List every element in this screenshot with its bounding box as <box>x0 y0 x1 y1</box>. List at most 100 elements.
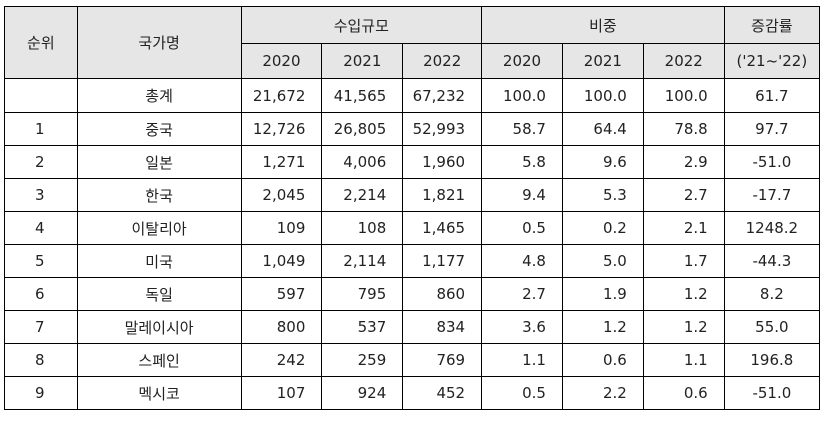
import-scale-cell: 537 <box>321 310 404 344</box>
import-scale-cell: 109 <box>240 211 323 245</box>
rank-cell: 2 <box>4 145 78 179</box>
rank-cell: 1 <box>4 112 78 146</box>
country-cell: 스페인 <box>76 343 242 377</box>
import-scale-cell: 21,672 <box>240 78 323 113</box>
share-header: 비중 <box>481 6 725 44</box>
import-scale-cell: 242 <box>240 343 323 377</box>
change-rate-cell: -51.0 <box>723 145 821 179</box>
import-scale-header: 수입규모 <box>240 6 483 44</box>
table-row: 6 독일 597 795 860 2.7 1.9 1.2 8.2 <box>4 277 821 311</box>
country-cell: 말레이시아 <box>76 310 242 344</box>
share-cell: 0.5 <box>481 376 563 410</box>
table-row: 9 멕시코 107 924 452 0.5 2.2 0.6 -51.0 <box>4 376 821 410</box>
country-cell: 이탈리아 <box>76 211 242 245</box>
share-cell: 58.7 <box>481 112 563 146</box>
change-rate-cell: -44.3 <box>723 244 821 278</box>
import-scale-cell: 795 <box>321 277 404 311</box>
share-cell: 4.8 <box>481 244 563 278</box>
country-cell: 총계 <box>76 78 242 113</box>
share-year-header: 2020 <box>481 43 563 79</box>
share-cell: 0.6 <box>642 376 725 410</box>
import-scale-cell: 41,565 <box>321 78 404 113</box>
rank-cell: 4 <box>4 211 78 245</box>
share-cell: 1.9 <box>561 277 644 311</box>
import-scale-cell: 107 <box>240 376 323 410</box>
scale-year-header: 2021 <box>321 43 404 79</box>
change-rate-cell: 61.7 <box>723 78 821 113</box>
share-cell: 0.5 <box>481 211 563 245</box>
share-cell: 1.1 <box>481 343 563 377</box>
share-cell: 2.7 <box>642 178 725 212</box>
share-cell: 100.0 <box>642 78 725 113</box>
import-scale-cell: 1,271 <box>240 145 323 179</box>
import-scale-cell: 26,805 <box>321 112 404 146</box>
share-cell: 1.2 <box>642 277 725 311</box>
share-cell: 9.6 <box>561 145 644 179</box>
rank-cell: 5 <box>4 244 78 278</box>
table-row: 3 한국 2,045 2,214 1,821 9.4 5.3 2.7 -17.7 <box>4 178 821 212</box>
change-rate-cell: 55.0 <box>723 310 821 344</box>
import-scale-cell: 2,114 <box>321 244 404 278</box>
table-row: 1 중국 12,726 26,805 52,993 58.7 64.4 78.8 97.7 <box>4 112 821 146</box>
import-scale-cell: 860 <box>402 277 483 311</box>
share-cell: 64.4 <box>561 112 644 146</box>
share-cell: 5.0 <box>561 244 644 278</box>
share-year-header: 2022 <box>642 43 725 79</box>
country-cell: 한국 <box>76 178 242 212</box>
share-cell: 5.8 <box>481 145 563 179</box>
import-scale-cell: 2,045 <box>240 178 323 212</box>
import-scale-cell: 1,177 <box>402 244 483 278</box>
share-cell: 5.3 <box>561 178 644 212</box>
change-rate-cell: 8.2 <box>723 277 821 311</box>
import-scale-cell: 924 <box>321 376 404 410</box>
change-rate-header: 증감률 <box>723 6 821 44</box>
table-row: 5 미국 1,049 2,114 1,177 4.8 5.0 1.7 -44.3 <box>4 244 821 278</box>
import-scale-cell: 67,232 <box>402 78 483 113</box>
share-cell: 2.7 <box>481 277 563 311</box>
table-row: 7 말레이시아 800 537 834 3.6 1.2 1.2 55.0 <box>4 310 821 344</box>
rank-cell: 6 <box>4 277 78 311</box>
change-rate-cell: -17.7 <box>723 178 821 212</box>
import-scale-cell: 52,993 <box>402 112 483 146</box>
import-scale-cell: 108 <box>321 211 404 245</box>
import-scale-cell: 12,726 <box>240 112 323 146</box>
scale-year-header: 2022 <box>402 43 483 79</box>
share-cell: 1.7 <box>642 244 725 278</box>
share-cell: 1.2 <box>561 310 644 344</box>
table-header: 순위 국가명 수입규모 비중 증감률 2020 2021 2022 2020 2… <box>4 6 821 79</box>
table-row: 4 이탈리아 109 108 1,465 0.5 0.2 2.1 1248.2 <box>4 211 821 245</box>
import-scale-cell: 769 <box>402 343 483 377</box>
import-scale-cell: 452 <box>402 376 483 410</box>
country-cell: 중국 <box>76 112 242 146</box>
country-cell: 독일 <box>76 277 242 311</box>
import-scale-cell: 1,465 <box>402 211 483 245</box>
share-cell: 0.6 <box>561 343 644 377</box>
change-rate-cell: 196.8 <box>723 343 821 377</box>
table-body: 총계 21,672 41,565 67,232 100.0 100.0 100.0 61.7 1… <box>4 78 821 410</box>
rank-header: 순위 <box>4 6 78 79</box>
import-scale-cell: 2,214 <box>321 178 404 212</box>
share-cell: 100.0 <box>561 78 644 113</box>
rank-cell: 8 <box>4 343 78 377</box>
import-scale-cell: 259 <box>321 343 404 377</box>
share-cell: 2.2 <box>561 376 644 410</box>
import-scale-cell: 1,821 <box>402 178 483 212</box>
import-scale-cell: 4,006 <box>321 145 404 179</box>
rank-cell: 9 <box>4 376 78 410</box>
change-period-header: ('21~'22) <box>723 43 821 79</box>
scale-year-header: 2020 <box>240 43 323 79</box>
import-scale-cell: 834 <box>402 310 483 344</box>
rank-cell <box>4 78 78 113</box>
import-table: 순위 국가명 수입규모 비중 증감률 2020 2021 2022 2020 2… <box>4 6 821 410</box>
import-scale-cell: 1,960 <box>402 145 483 179</box>
share-cell: 3.6 <box>481 310 563 344</box>
rank-cell: 3 <box>4 178 78 212</box>
share-cell: 1.1 <box>642 343 725 377</box>
share-year-header: 2021 <box>561 43 644 79</box>
share-cell: 2.9 <box>642 145 725 179</box>
table-row: 2 일본 1,271 4,006 1,960 5.8 9.6 2.9 -51.0 <box>4 145 821 179</box>
total-row: 총계 21,672 41,565 67,232 100.0 100.0 100.0 61.7 <box>4 78 821 113</box>
share-cell: 100.0 <box>481 78 563 113</box>
table-row: 8 스페인 242 259 769 1.1 0.6 1.1 196.8 <box>4 343 821 377</box>
country-cell: 미국 <box>76 244 242 278</box>
